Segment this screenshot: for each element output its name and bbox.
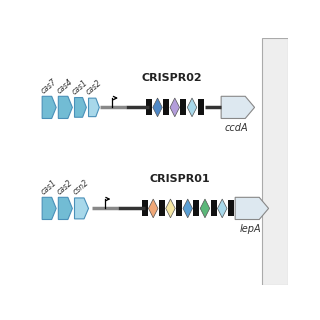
- Polygon shape: [166, 199, 175, 218]
- Text: cas2: cas2: [55, 178, 74, 196]
- Text: CRISPR01: CRISPR01: [150, 174, 211, 184]
- Bar: [146, 100, 152, 116]
- Bar: [211, 200, 217, 216]
- Polygon shape: [58, 96, 72, 118]
- Bar: [180, 100, 187, 116]
- Bar: [163, 100, 169, 116]
- Polygon shape: [75, 98, 86, 117]
- Polygon shape: [183, 199, 192, 218]
- Polygon shape: [42, 197, 56, 220]
- Polygon shape: [42, 96, 56, 118]
- Polygon shape: [200, 199, 210, 218]
- Bar: [198, 100, 204, 116]
- Text: cas1: cas1: [39, 178, 58, 196]
- Text: ccdA: ccdA: [224, 124, 248, 133]
- Polygon shape: [89, 98, 99, 116]
- Bar: [228, 200, 234, 216]
- Bar: [193, 200, 199, 216]
- Text: cas7: cas7: [39, 77, 58, 95]
- Polygon shape: [218, 199, 227, 218]
- Text: cas2: cas2: [84, 79, 103, 97]
- Polygon shape: [75, 198, 89, 219]
- Text: cas4: cas4: [55, 77, 74, 95]
- Bar: [159, 200, 165, 216]
- Polygon shape: [187, 98, 197, 117]
- Polygon shape: [153, 98, 162, 117]
- Polygon shape: [221, 96, 255, 118]
- Bar: [262, 38, 288, 285]
- Text: lepA: lepA: [239, 224, 261, 235]
- Polygon shape: [170, 98, 180, 117]
- Text: CRISPR02: CRISPR02: [141, 73, 202, 83]
- Text: csn2: csn2: [71, 178, 91, 197]
- Text: cas1: cas1: [70, 78, 90, 96]
- Bar: [141, 200, 148, 216]
- Polygon shape: [235, 197, 268, 220]
- Polygon shape: [58, 197, 72, 220]
- Bar: [176, 200, 182, 216]
- Polygon shape: [148, 199, 158, 218]
